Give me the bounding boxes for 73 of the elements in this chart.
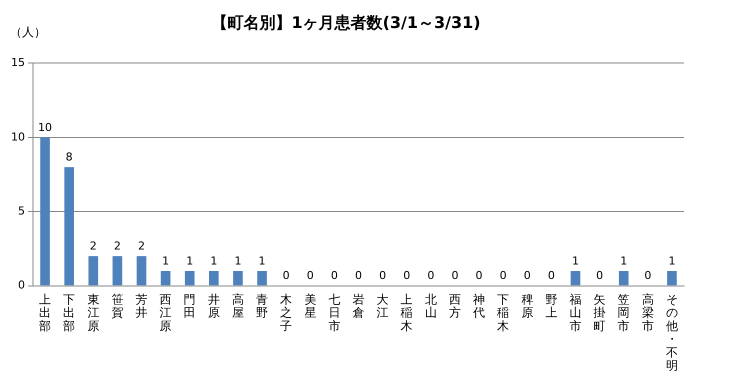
- data-label: 2: [114, 239, 121, 252]
- x-tick-label: 神代: [472, 292, 486, 320]
- x-tick-label: 芳井: [136, 292, 148, 320]
- data-label: 1: [258, 254, 266, 268]
- x-tick-label: 西方: [448, 292, 461, 320]
- x-tick-label: 岩倉: [352, 292, 364, 320]
- x-tick-label: 西江原: [160, 292, 172, 333]
- data-label: 0: [379, 269, 386, 282]
- x-tick-label: 門田: [184, 292, 196, 320]
- x-tick-label: 矢掛町: [594, 292, 606, 333]
- data-label: 1: [186, 254, 194, 268]
- bar: [184, 270, 195, 286]
- bar: [160, 270, 170, 286]
- data-label: 0: [596, 269, 604, 282]
- data-label: 0: [500, 269, 507, 282]
- x-tick-label: 笠岡市: [618, 292, 630, 333]
- x-tick-label: 福山市: [570, 292, 582, 333]
- data-label: 1: [572, 254, 579, 268]
- x-tick-label: 稗原: [521, 292, 534, 320]
- data-label: 0: [644, 269, 652, 282]
- x-tick-label: 北山: [424, 292, 437, 320]
- data-label: 0: [476, 269, 483, 282]
- bar: [570, 270, 580, 286]
- data-label: 1: [162, 254, 170, 268]
- x-tick-label: 七日市: [328, 292, 340, 333]
- bar: [209, 270, 219, 286]
- data-label: 2: [138, 239, 145, 252]
- x-tick-label: 笹賀: [111, 292, 124, 320]
- data-label: 8: [66, 150, 73, 164]
- data-label: 0: [427, 269, 434, 282]
- bar: [112, 256, 122, 286]
- y-tick-label: 10: [10, 130, 25, 144]
- y-axis-title: （人）: [10, 25, 46, 40]
- x-tick-label: 下稲木: [497, 292, 510, 333]
- bar: [88, 256, 98, 286]
- bar: [136, 256, 146, 286]
- x-tick-label: 大江: [376, 292, 389, 320]
- data-label: 1: [210, 254, 218, 268]
- data-label: 0: [282, 269, 290, 282]
- data-label: 0: [451, 269, 458, 282]
- data-label: 0: [403, 269, 410, 282]
- x-tick-label: 下出部: [63, 292, 76, 333]
- data-label: 0: [330, 269, 338, 282]
- bar: [64, 167, 74, 286]
- x-tick-label: 高屋: [232, 292, 244, 320]
- data-label: 0: [306, 269, 314, 282]
- x-tick-label: 木之子: [280, 292, 292, 333]
- x-tick-label: 青野: [256, 292, 268, 320]
- chart-title: 【町名別】1ヶ月患者数(3/1～3/31): [211, 12, 481, 32]
- x-tick-label: その他・不明: [666, 292, 678, 373]
- data-label: 2: [90, 239, 97, 252]
- data-label: 0: [355, 269, 362, 282]
- x-tick-label: 上稲木: [400, 292, 413, 333]
- y-tick-label: 15: [10, 56, 25, 70]
- x-tick-label: 東江原: [87, 292, 100, 333]
- bar: [233, 270, 243, 286]
- x-tick-label: 高梁市: [642, 292, 654, 333]
- bar: [257, 270, 267, 286]
- x-tick-label: 美星: [304, 292, 316, 320]
- data-label: 0: [524, 269, 531, 282]
- bar: [618, 270, 629, 286]
- x-tick-label: 野上: [545, 292, 558, 320]
- y-tick-label: 0: [18, 278, 25, 292]
- x-tick-label: 井原: [208, 292, 220, 320]
- data-label: 0: [548, 269, 555, 282]
- data-label: 1: [234, 254, 242, 268]
- data-label: 1: [668, 254, 676, 268]
- y-tick-label: 5: [18, 204, 25, 218]
- bar: [40, 137, 50, 286]
- bar: [667, 270, 677, 286]
- data-label: 10: [38, 120, 52, 134]
- data-label: 1: [620, 254, 628, 268]
- x-tick-label: 上出部: [39, 292, 52, 333]
